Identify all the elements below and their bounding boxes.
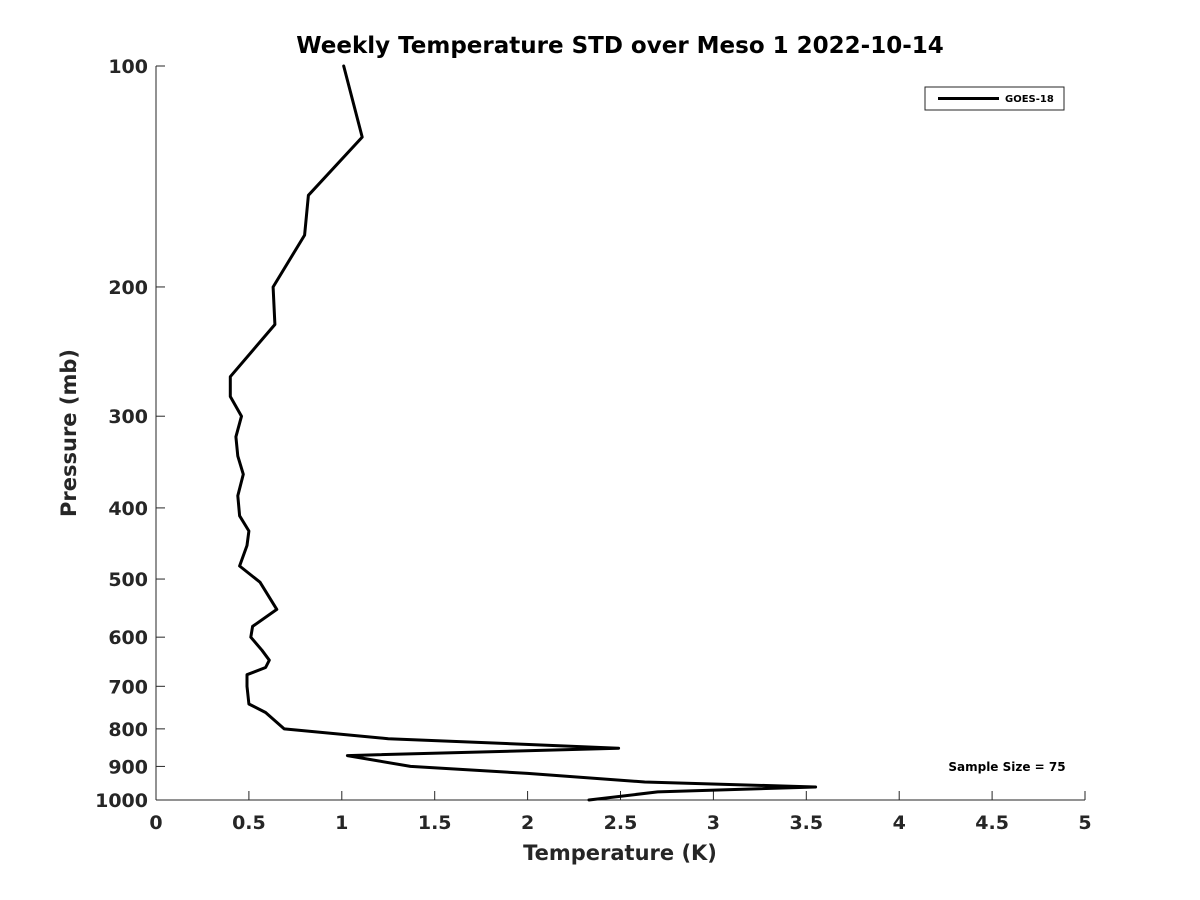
series-line-1 [228,64,818,802]
x-tick-label: 1 [335,812,348,834]
y-tick-label: 1000 [95,790,148,812]
sample-size-annotation: Sample Size = 75 [948,760,1065,774]
series-layer [228,64,818,802]
x-tick-label: 1.5 [418,812,452,834]
x-tick-label: 3.5 [789,812,823,834]
y-tick-label: 200 [108,277,148,299]
legend-label: GOES-18 [1005,94,1054,105]
x-tick-label: 5 [1078,812,1091,834]
legend: GOES-18 [924,86,1065,111]
x-tick-label: 4.5 [975,812,1009,834]
y-tick-label: 100 [108,56,148,78]
x-tick-label: 0.5 [232,812,266,834]
chart-title: Weekly Temperature STD over Meso 1 2022-… [296,33,944,59]
x-tick-label: 2 [521,812,534,834]
y-tick-label: 700 [108,676,148,698]
x-axis-title: Temperature (K) [523,841,717,865]
y-tick-label: 300 [108,406,148,428]
x-tick-label: 3 [707,812,720,834]
axes: 0 0.5 1 1.5 2 2.5 3 3.5 4 4.5 5 100 200 300 400 500 600 7… [95,56,1092,834]
y-axis-title: Pressure (mb) [57,349,81,517]
x-tick-label: 0 [149,812,162,834]
x-tick-label: 4 [893,812,906,834]
y-tick-label: 400 [108,498,148,520]
y-tick-label: 500 [108,569,148,591]
y-tick-label: 900 [108,756,148,778]
y-tick-label: 600 [108,627,148,649]
y-tick-label: 800 [108,719,148,741]
x-tick-label: 2.5 [604,812,638,834]
